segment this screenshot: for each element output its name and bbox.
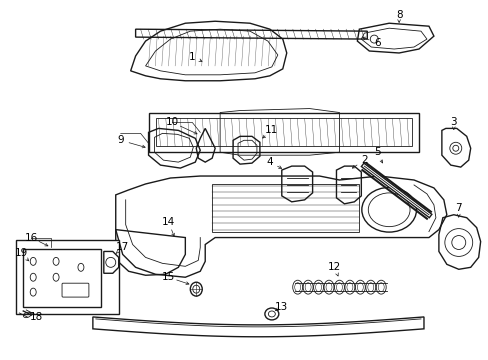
Bar — [16, 239, 119, 314]
Text: 15: 15 — [162, 272, 175, 282]
Text: 19: 19 — [15, 248, 28, 258]
Text: 9: 9 — [117, 135, 124, 145]
Text: 7: 7 — [454, 203, 461, 213]
Text: 18: 18 — [29, 312, 43, 322]
Text: 14: 14 — [162, 217, 175, 227]
Text: 5: 5 — [373, 147, 380, 157]
Text: 2: 2 — [360, 155, 367, 165]
Text: 3: 3 — [449, 117, 456, 127]
Text: 4: 4 — [266, 157, 273, 167]
Text: 13: 13 — [275, 302, 288, 312]
Text: 8: 8 — [395, 10, 402, 20]
Text: 10: 10 — [165, 117, 179, 127]
Text: 11: 11 — [264, 125, 278, 135]
Text: 17: 17 — [116, 243, 129, 252]
Text: 6: 6 — [373, 38, 380, 48]
Text: 16: 16 — [24, 233, 38, 243]
Text: 1: 1 — [188, 52, 195, 62]
Text: 12: 12 — [327, 262, 341, 272]
